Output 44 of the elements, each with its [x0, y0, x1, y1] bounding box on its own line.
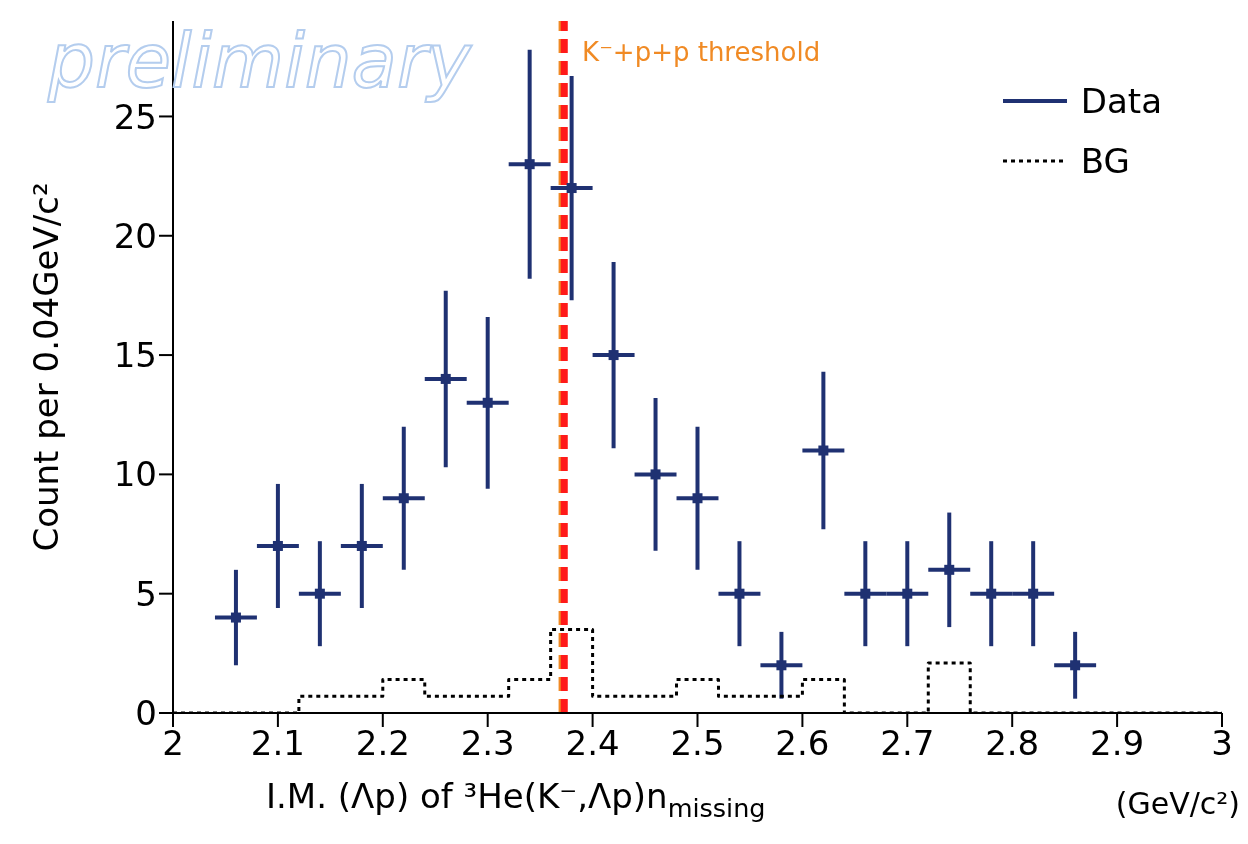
x-tick-label: 2.9 [1090, 723, 1145, 764]
x-tick-label: 2.3 [460, 723, 515, 764]
point [650, 469, 661, 480]
x-axis-title: I.M. (Λp) of ³He(K⁻,Λp)n$_{missing}$ [266, 776, 766, 824]
point [440, 373, 451, 384]
point [944, 564, 955, 575]
x-tick-label: 2.2 [355, 723, 410, 764]
x-tick-label: 2.1 [250, 723, 305, 764]
point [902, 588, 913, 599]
y-axis-title: Count per 0.04GeV/c² [26, 182, 66, 552]
point [1070, 660, 1081, 671]
x-tick-label: 3 [1211, 723, 1233, 764]
point [398, 493, 409, 504]
x-tick-label: 2 [162, 723, 184, 764]
y-tick-label: 10 [113, 454, 157, 495]
point [524, 159, 535, 170]
point [860, 588, 871, 599]
x-tick-label: 2.7 [880, 723, 935, 764]
point [230, 612, 241, 623]
point [356, 540, 367, 551]
x-tick-label: 2.8 [985, 723, 1040, 764]
point [314, 588, 325, 599]
point [608, 350, 619, 361]
x-tick-label: 2.6 [775, 723, 830, 764]
point [566, 183, 577, 194]
ref-line-label: K⁻+p+p threshold [582, 37, 821, 67]
point [818, 445, 829, 456]
point [272, 540, 283, 551]
text: (GeV/c²) [1115, 786, 1240, 821]
legend-label: BG [1080, 141, 1130, 181]
point [1028, 588, 1039, 599]
point [986, 588, 997, 599]
y-tick-label: 15 [113, 335, 157, 376]
point [482, 397, 493, 408]
x-tick-label: 2.4 [565, 723, 620, 764]
point [776, 660, 787, 671]
y-tick-label: 5 [135, 573, 157, 614]
point [692, 493, 703, 504]
y-tick-label: 20 [113, 215, 157, 256]
x-tick-label: 2.5 [670, 723, 725, 764]
y-tick-label: 0 [135, 693, 157, 734]
point [734, 588, 745, 599]
legend-label: Data [1080, 81, 1162, 121]
y-tick-label: 25 [113, 96, 157, 137]
